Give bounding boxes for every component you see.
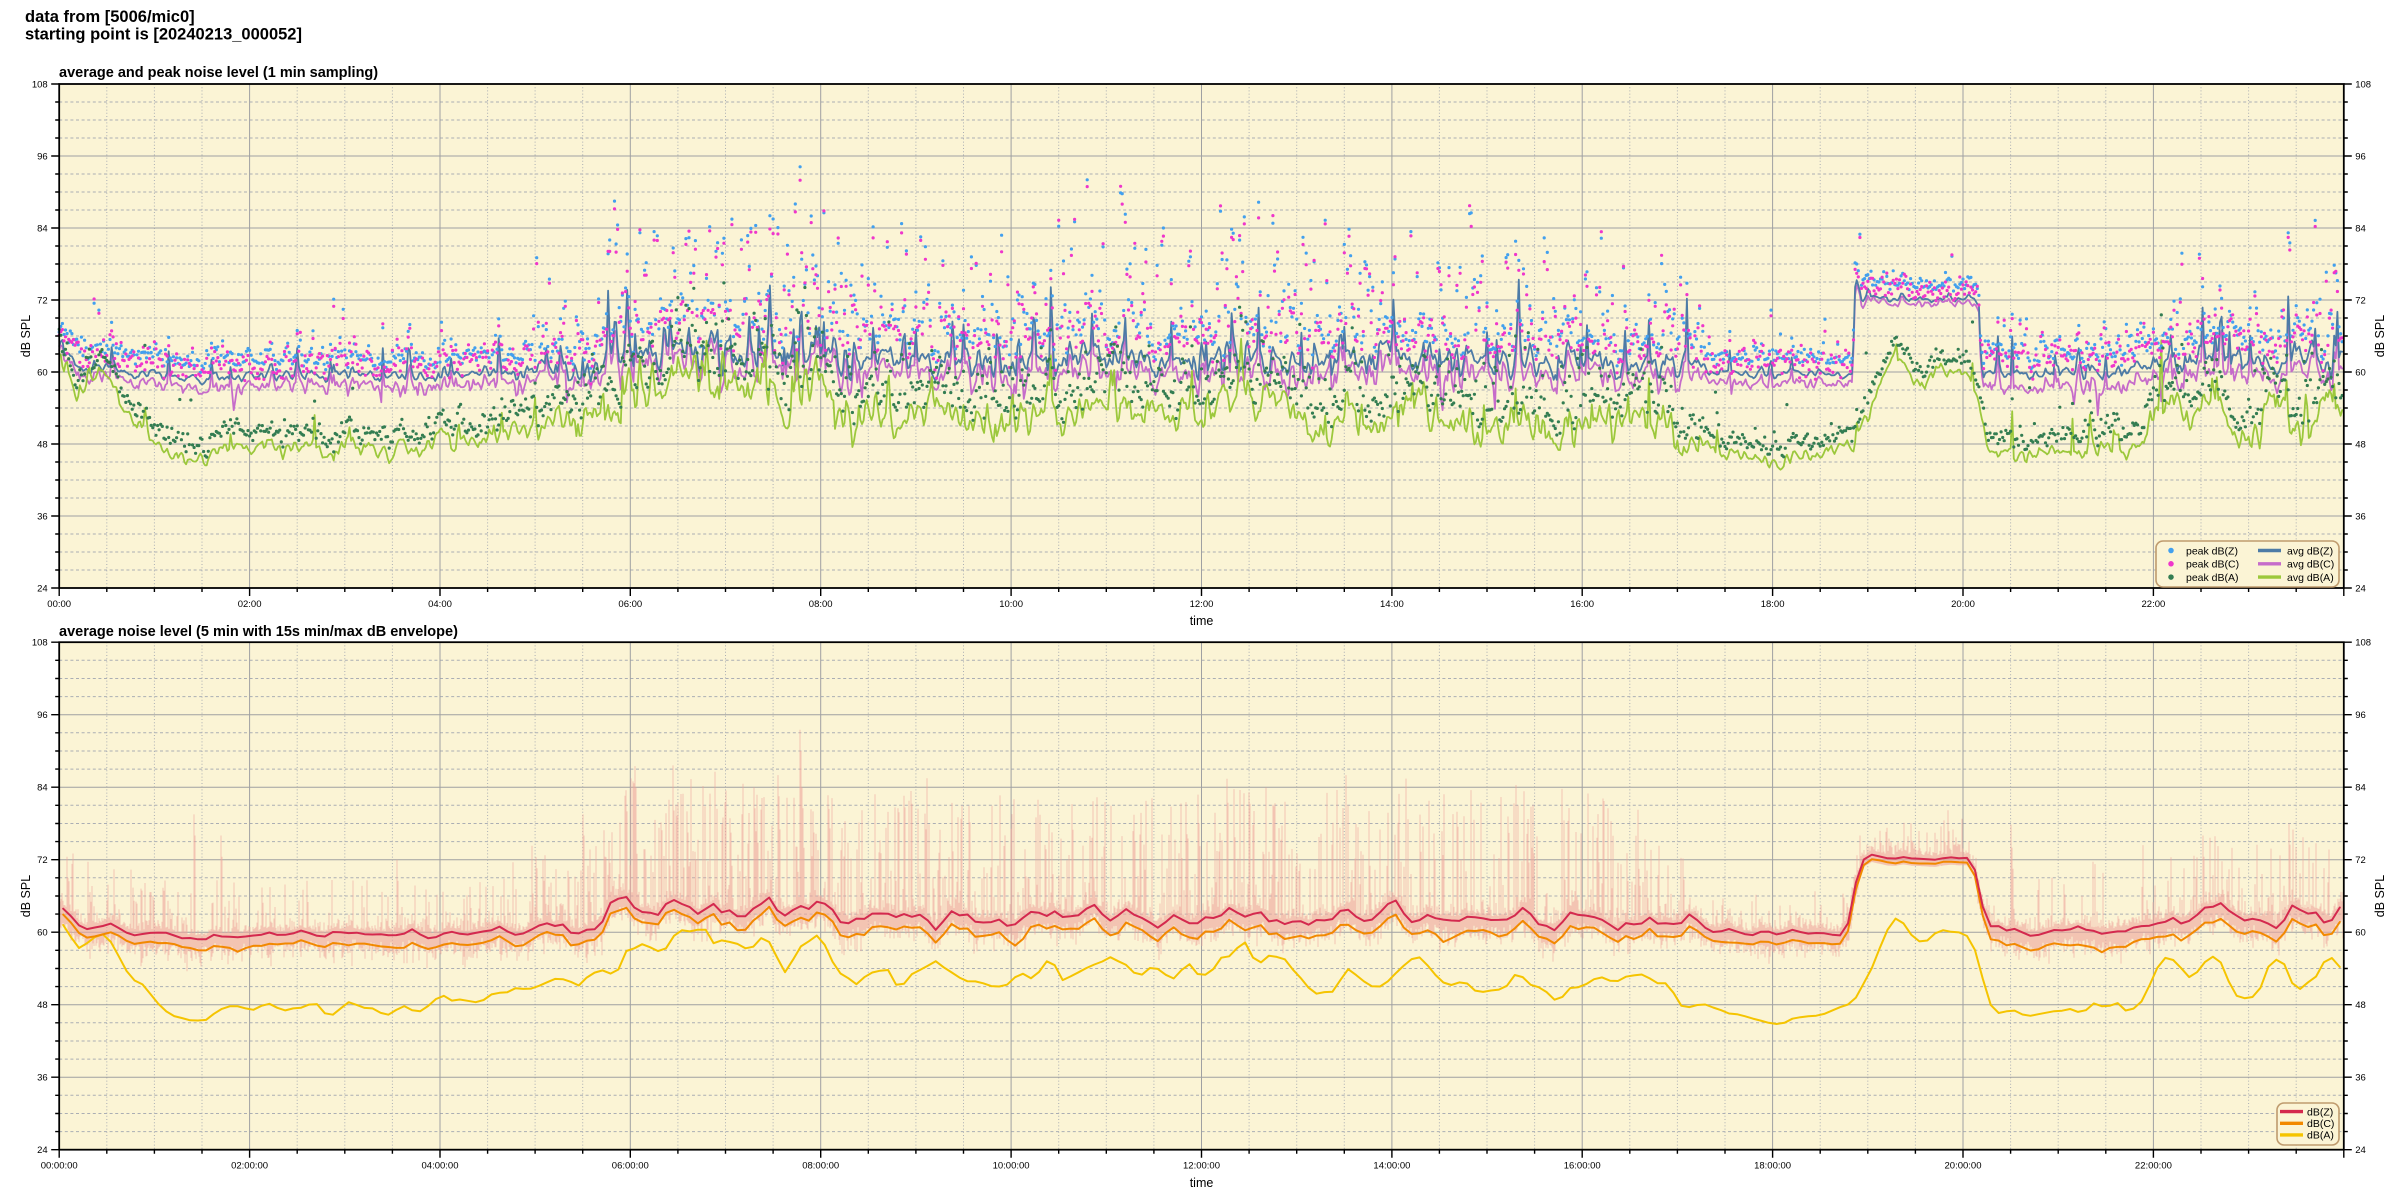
- svg-text:16:00:00: 16:00:00: [1564, 1161, 1601, 1172]
- svg-text:peak dB(A): peak dB(A): [2186, 572, 2239, 584]
- svg-text:84: 84: [2355, 783, 2366, 794]
- svg-text:02:00:00: 02:00:00: [231, 1161, 268, 1172]
- svg-text:18:00: 18:00: [1761, 599, 1785, 610]
- svg-text:84: 84: [37, 783, 48, 794]
- svg-text:24: 24: [2355, 583, 2366, 594]
- svg-text:08:00:00: 08:00:00: [802, 1161, 839, 1172]
- svg-text:60: 60: [37, 367, 48, 378]
- svg-text:peak dB(Z): peak dB(Z): [2186, 545, 2238, 557]
- svg-text:20:00: 20:00: [1951, 599, 1975, 610]
- svg-text:36: 36: [2355, 511, 2366, 522]
- svg-text:00:00:00: 00:00:00: [41, 1161, 78, 1172]
- svg-text:data from [5006/mic0]: data from [5006/mic0]: [25, 8, 195, 26]
- svg-text:72: 72: [2355, 855, 2366, 866]
- svg-text:starting point is [20240213_00: starting point is [20240213_000052]: [25, 26, 302, 44]
- svg-text:12:00:00: 12:00:00: [1183, 1161, 1220, 1172]
- svg-text:average noise level (5 min wit: average noise level (5 min with 15s min/…: [59, 624, 458, 640]
- svg-text:14:00: 14:00: [1380, 599, 1404, 610]
- svg-text:96: 96: [2355, 710, 2366, 721]
- svg-text:time: time: [1190, 1176, 1214, 1190]
- svg-text:06:00:00: 06:00:00: [612, 1161, 649, 1172]
- svg-text:96: 96: [37, 151, 48, 162]
- svg-text:14:00:00: 14:00:00: [1373, 1161, 1410, 1172]
- svg-text:72: 72: [37, 295, 48, 306]
- svg-text:dB(Z): dB(Z): [2307, 1106, 2333, 1118]
- svg-text:72: 72: [37, 855, 48, 866]
- svg-text:24: 24: [2355, 1145, 2366, 1156]
- svg-text:10:00:00: 10:00:00: [993, 1161, 1030, 1172]
- svg-text:48: 48: [37, 439, 48, 450]
- svg-text:22:00:00: 22:00:00: [2135, 1161, 2172, 1172]
- svg-text:96: 96: [2355, 151, 2366, 162]
- svg-text:60: 60: [2355, 928, 2366, 939]
- svg-text:dB(C): dB(C): [2307, 1118, 2334, 1130]
- svg-text:60: 60: [2355, 367, 2366, 378]
- svg-text:18:00:00: 18:00:00: [1754, 1161, 1791, 1172]
- svg-text:48: 48: [37, 1000, 48, 1011]
- svg-text:dB(A): dB(A): [2307, 1130, 2334, 1142]
- svg-text:84: 84: [37, 223, 48, 234]
- svg-text:36: 36: [2355, 1073, 2366, 1084]
- svg-text:average and peak noise level (: average and peak noise level (1 min samp…: [59, 65, 378, 81]
- svg-text:06:00: 06:00: [618, 599, 642, 610]
- svg-text:108: 108: [2355, 638, 2371, 649]
- svg-text:dB SPL: dB SPL: [2373, 875, 2387, 917]
- svg-text:96: 96: [37, 710, 48, 721]
- svg-text:dB SPL: dB SPL: [2373, 315, 2387, 357]
- svg-text:peak dB(C): peak dB(C): [2186, 559, 2239, 571]
- svg-text:dB SPL: dB SPL: [19, 315, 33, 357]
- svg-text:04:00:00: 04:00:00: [422, 1161, 459, 1172]
- svg-text:36: 36: [37, 1073, 48, 1084]
- svg-text:108: 108: [32, 638, 48, 649]
- svg-text:12:00: 12:00: [1190, 599, 1214, 610]
- svg-text:04:00: 04:00: [428, 599, 452, 610]
- svg-text:24: 24: [37, 583, 48, 594]
- svg-text:108: 108: [2355, 79, 2371, 90]
- svg-text:02:00: 02:00: [238, 599, 262, 610]
- svg-text:60: 60: [37, 928, 48, 939]
- svg-text:10:00: 10:00: [999, 599, 1023, 610]
- svg-text:08:00: 08:00: [809, 599, 833, 610]
- svg-text:avg dB(Z): avg dB(Z): [2287, 545, 2333, 557]
- svg-text:72: 72: [2355, 295, 2366, 306]
- svg-text:avg dB(A): avg dB(A): [2287, 572, 2334, 584]
- svg-text:00:00: 00:00: [47, 599, 71, 610]
- svg-text:24: 24: [37, 1145, 48, 1156]
- svg-text:20:00:00: 20:00:00: [1945, 1161, 1982, 1172]
- svg-text:time: time: [1190, 614, 1214, 628]
- svg-text:16:00: 16:00: [1570, 599, 1594, 610]
- svg-text:48: 48: [2355, 439, 2366, 450]
- svg-text:84: 84: [2355, 223, 2366, 234]
- svg-text:36: 36: [37, 511, 48, 522]
- svg-text:avg dB(C): avg dB(C): [2287, 559, 2334, 571]
- svg-text:dB SPL: dB SPL: [19, 875, 33, 917]
- svg-text:108: 108: [32, 79, 48, 90]
- svg-text:22:00: 22:00: [2142, 599, 2166, 610]
- svg-text:48: 48: [2355, 1000, 2366, 1011]
